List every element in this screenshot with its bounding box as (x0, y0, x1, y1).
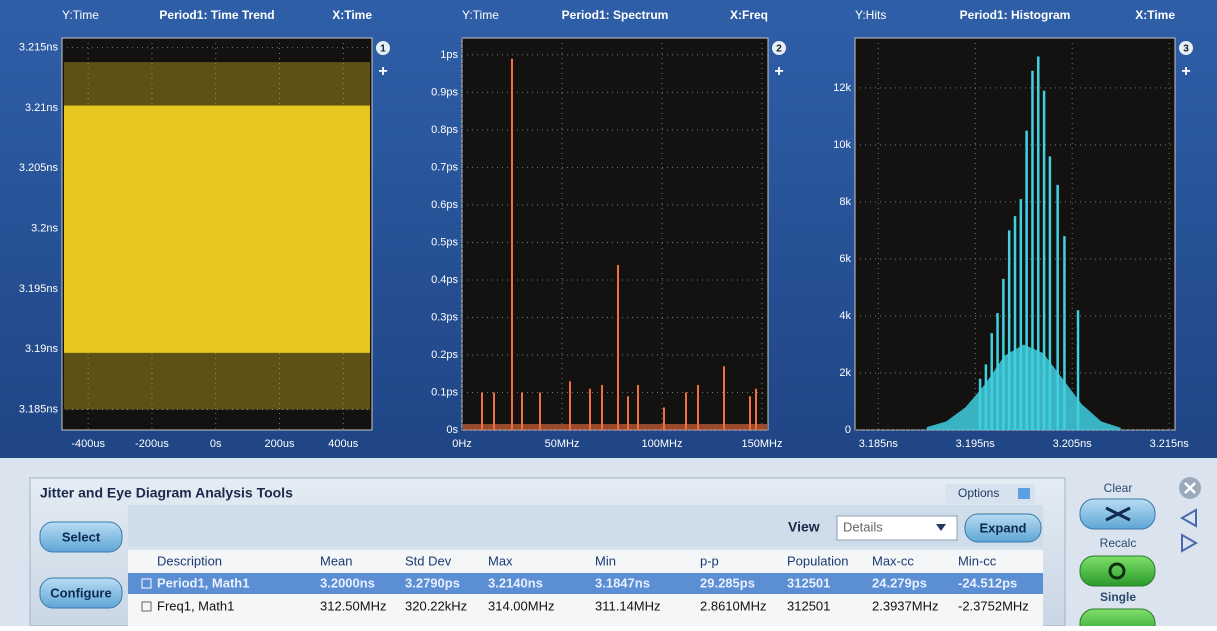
table-cell: -24.512ps (958, 575, 1017, 590)
y-axis-label: Y:Hits (855, 8, 886, 22)
select-label: Select (62, 529, 101, 544)
y-tick-label: 0.9ps (431, 86, 458, 98)
x-tick-label: 3.195ns (956, 438, 996, 450)
y-axis-label: Y:Time (462, 8, 499, 22)
x-tick-label: 200us (265, 438, 295, 450)
table-cell: 3.2000ns (320, 575, 375, 590)
x-tick-label: 3.185ns (859, 438, 899, 450)
table-cell: 311.14MHz (595, 598, 661, 613)
y-tick-label: 4k (839, 310, 851, 322)
y-tick-label: 10k (833, 139, 851, 151)
table-cell: Period1, Math1 (157, 575, 249, 590)
table-cell: 312501 (787, 598, 830, 613)
table-cell: 2.8610MHz (700, 598, 766, 613)
x-tick-label: -200us (135, 438, 169, 450)
y-tick-label: 0.4ps (431, 274, 458, 286)
y-tick-label: 0.7ps (431, 161, 458, 173)
x-axis-label: X:Time (1135, 8, 1175, 22)
y-tick-label: 3.21ns (25, 102, 59, 114)
plot-badge-number: 1 (380, 44, 386, 55)
y-tick-label: 0.6ps (431, 199, 458, 211)
y-tick-label: 0 (845, 424, 851, 436)
plot-frame (462, 38, 768, 430)
column-header: Max-cc (872, 553, 914, 568)
view-value: Details (843, 519, 883, 534)
table-cell: 3.1847ns (595, 575, 650, 590)
x-tick-label: 400us (328, 438, 358, 450)
configure-label: Configure (50, 585, 111, 600)
column-header: Population (787, 553, 848, 568)
recalc-button[interactable] (1080, 556, 1155, 586)
y-tick-label: 3.195ns (19, 283, 59, 295)
noise-floor (463, 424, 767, 430)
y-tick-label: 0.3ps (431, 311, 458, 323)
y-tick-label: 3.2ns (31, 222, 58, 234)
column-header: Min-cc (958, 553, 997, 568)
plot-badge-number: 3 (1183, 44, 1189, 55)
x-tick-label: 150MHz (742, 438, 783, 450)
y-tick-label: 1ps (440, 49, 458, 61)
y-tick-label: 3.215ns (19, 42, 59, 54)
column-header: Min (595, 553, 616, 568)
y-tick-label: 0.5ps (431, 236, 458, 248)
column-header: Std Dev (405, 553, 452, 568)
table-cell: 312501 (787, 575, 830, 590)
y-tick-label: 3.185ns (19, 403, 59, 415)
options-label: Options (958, 486, 999, 500)
y-tick-label: 12k (833, 82, 851, 94)
clear-label: Clear (1104, 481, 1133, 495)
plot-title: Period1: Spectrum (562, 8, 669, 22)
y-tick-label: 3.19ns (25, 343, 59, 355)
table-cell: 29.285ps (700, 575, 755, 590)
plot-badge-number: 2 (776, 44, 782, 55)
plot-title: Period1: Time Trend (159, 8, 274, 22)
y-tick-label: 8k (839, 196, 851, 208)
y-axis-label: Y:Time (62, 8, 99, 22)
x-axis-label: X:Time (332, 8, 372, 22)
table-cell: 312.50MHz (320, 598, 386, 613)
options-icon (1018, 488, 1030, 499)
recalc-label: Recalc (1100, 536, 1137, 550)
panel-title: Jitter and Eye Diagram Analysis Tools (40, 485, 293, 501)
column-header: Max (488, 553, 513, 568)
y-tick-label: 0.2ps (431, 349, 458, 361)
table-cell: 2.3937MHz (872, 598, 938, 613)
plot-title: Period1: Histogram (960, 8, 1071, 22)
add-icon: + (1181, 63, 1190, 80)
column-header: Description (157, 553, 222, 568)
view-label: View (788, 519, 820, 535)
table-cell: Freq1, Math1 (157, 598, 234, 613)
expand-label: Expand (980, 520, 1027, 535)
trend-band (64, 106, 370, 353)
table-cell: 3.2140ns (488, 575, 543, 590)
y-tick-label: 0.8ps (431, 124, 458, 136)
x-tick-label: 3.205ns (1053, 438, 1093, 450)
y-tick-label: 0.1ps (431, 386, 458, 398)
x-axis-label: X:Freq (730, 8, 768, 22)
table-cell: -2.3752MHz (958, 598, 1029, 613)
single-button[interactable] (1080, 609, 1155, 626)
column-header: p-p (700, 553, 719, 568)
x-tick-label: 0s (210, 438, 222, 450)
x-tick-label: 3.215ns (1150, 438, 1190, 450)
add-icon: + (774, 63, 783, 80)
x-tick-label: 100MHz (642, 438, 683, 450)
column-header: Mean (320, 553, 353, 568)
table-cell: 314.00MHz (488, 598, 554, 613)
table-cell: 24.279ps (872, 575, 927, 590)
y-tick-label: 0s (446, 424, 458, 436)
y-tick-label: 3.205ns (19, 162, 59, 174)
table-cell: 3.2790ps (405, 575, 460, 590)
table-cell: 320.22kHz (405, 598, 467, 613)
x-tick-label: 50MHz (545, 438, 580, 450)
scope-screen: Jitter and Eye Diagram Analysis Tools Op… (0, 0, 1217, 626)
y-tick-label: 6k (839, 253, 851, 265)
x-tick-label: 0Hz (452, 438, 472, 450)
single-label: Single (1100, 590, 1136, 604)
add-icon: + (378, 63, 387, 80)
x-tick-label: -400us (71, 438, 105, 450)
y-tick-label: 2k (839, 367, 851, 379)
